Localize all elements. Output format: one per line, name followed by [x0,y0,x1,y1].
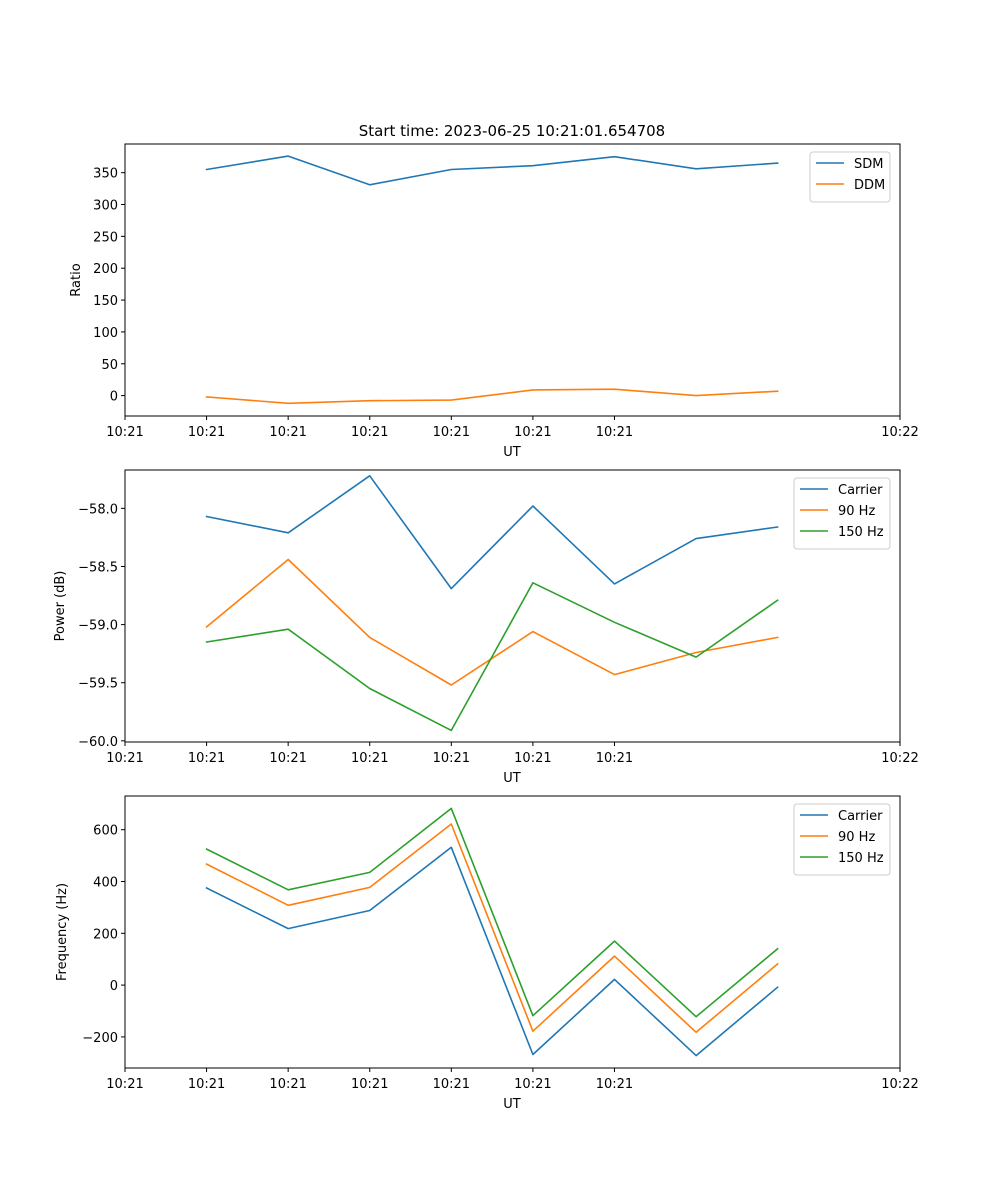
frequency-plot-frame [124,795,901,1069]
ratio-x-tick-label: 10:21 [433,425,470,440]
power-x-tick-label: 10:21 [596,751,633,766]
ratio-x-tick-label: 10:21 [269,425,306,440]
ratio-x-tick-label: 10:21 [351,425,388,440]
ratio-legend-label-sdm: SDM [854,157,883,172]
power-series-90-hz-line [205,558,779,686]
frequency-x-tick-label: 10:21 [269,1077,306,1092]
frequency-x-tick-label: 10:21 [106,1077,143,1092]
ratio-series-ddm-line [205,388,779,405]
frequency-x-tick-label: 10:21 [514,1077,551,1092]
frequency-x-tick-label: 10:21 [596,1077,633,1092]
frequency-x-tick-label: 10:21 [433,1077,470,1092]
ratio-x-tick-label: 10:21 [596,425,633,440]
power-x-tick-label: 10:21 [514,751,551,766]
frequency-series-carrier-line [205,846,779,1057]
power-x-tick-label: 10:21 [106,751,143,766]
frequency-y-tick-label: 200 [93,927,118,942]
ratio-y-tick-label: 150 [93,294,118,309]
ratio-x-axis-label: UT [503,445,521,460]
frequency-legend-label-150-hz: 150 Hz [838,851,884,866]
ratio-y-tick-label: 200 [93,262,118,277]
power-x-tick-label: 10:21 [351,751,388,766]
power-legend-label-150-hz: 150 Hz [838,525,884,540]
ratio-x-tick-label: 10:21 [188,425,225,440]
frequency-legend-label-90-hz: 90 Hz [838,830,875,845]
ratio-legend-box [809,151,891,203]
frequency-x-tick-label: 10:21 [351,1077,388,1092]
frequency-series-150-hz-line [205,807,779,1018]
frequency-x-axis-label: UT [503,1097,521,1112]
frequency-y-axis-label: Frequency (Hz) [55,883,70,981]
ratio-y-tick-label: 250 [93,230,118,245]
power-x-tick-label: 10:21 [188,751,225,766]
power-x-tick-label: 10:22 [881,751,918,766]
ratio-panel: Start time: 2023-06-25 10:21:01.654708 1… [69,122,919,460]
frequency-y-tick-label: 400 [93,875,118,890]
frequency-y-tick-label: 0 [110,979,118,994]
power-y-tick-label: −59.0 [78,619,118,634]
ratio-series-sdm-line [205,155,779,186]
power-y-axis-label: Power (dB) [53,571,68,642]
power-x-tick-label: 10:21 [433,751,470,766]
ratio-x-tick-label: 10:21 [514,425,551,440]
ratio-y-tick-label: 0 [110,390,118,405]
frequency-legend: Carrier 90 Hz 150 Hz [793,803,891,876]
ratio-y-tick-label: 350 [93,167,118,182]
power-y-tick-label: −58.0 [78,502,118,517]
ratio-y-tick-label: 50 [101,358,118,373]
power-legend: Carrier 90 Hz 150 Hz [793,477,891,550]
frequency-y-tick-label: 600 [93,824,118,839]
frequency-panel: 10:21 10:21 10:21 10:21 10:21 10:21 10:21 10:22… [55,795,919,1112]
frequency-legend-label-carrier: Carrier [838,809,883,824]
ratio-plot-frame [124,143,901,417]
power-x-axis-label: UT [503,771,521,786]
power-legend-label-carrier: Carrier [838,483,883,498]
chart-title: Start time: 2023-06-25 10:21:01.654708 [359,122,665,140]
frequency-y-tick-label: −200 [82,1031,118,1046]
frequency-series-90-hz-line [205,823,779,1034]
ratio-legend: SDM DDM [809,151,891,203]
power-panel: 10:21 10:21 10:21 10:21 10:21 10:21 10:21 10:22… [53,469,919,786]
power-series-carrier-line [205,474,779,590]
power-y-tick-label: −60.0 [78,735,118,750]
ratio-y-tick-label: 300 [93,199,118,214]
power-legend-label-90-hz: 90 Hz [838,504,875,519]
power-y-tick-label: −58.5 [78,560,118,575]
power-plot-frame [124,469,901,743]
ratio-x-tick-label: 10:22 [881,425,918,440]
frequency-x-tick-label: 10:22 [881,1077,918,1092]
frequency-x-tick-label: 10:21 [188,1077,225,1092]
ratio-y-tick-label: 100 [93,326,118,341]
power-x-tick-label: 10:21 [269,751,306,766]
ratio-y-axis-label: Ratio [69,263,84,296]
ratio-legend-label-ddm: DDM [854,178,885,193]
power-series-150-hz-line [205,581,779,732]
power-y-tick-label: −59.5 [78,677,118,692]
ratio-x-tick-label: 10:21 [106,425,143,440]
